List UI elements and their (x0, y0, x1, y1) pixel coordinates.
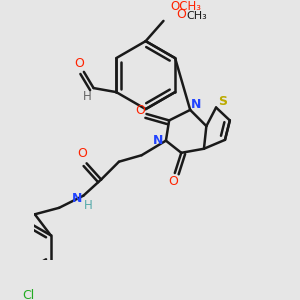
Text: O: O (135, 104, 145, 117)
Text: OCH₃: OCH₃ (170, 0, 201, 13)
Text: Cl: Cl (22, 289, 34, 300)
Text: N: N (153, 134, 163, 147)
Text: O: O (77, 147, 87, 160)
Text: H: H (83, 90, 92, 103)
Text: O: O (74, 57, 84, 70)
Text: O: O (176, 8, 186, 21)
Text: H: H (84, 199, 93, 212)
Text: O: O (168, 175, 178, 188)
Text: N: N (191, 98, 201, 111)
Text: N: N (72, 192, 82, 206)
Text: S: S (218, 95, 227, 108)
Text: CH₃: CH₃ (186, 11, 207, 21)
